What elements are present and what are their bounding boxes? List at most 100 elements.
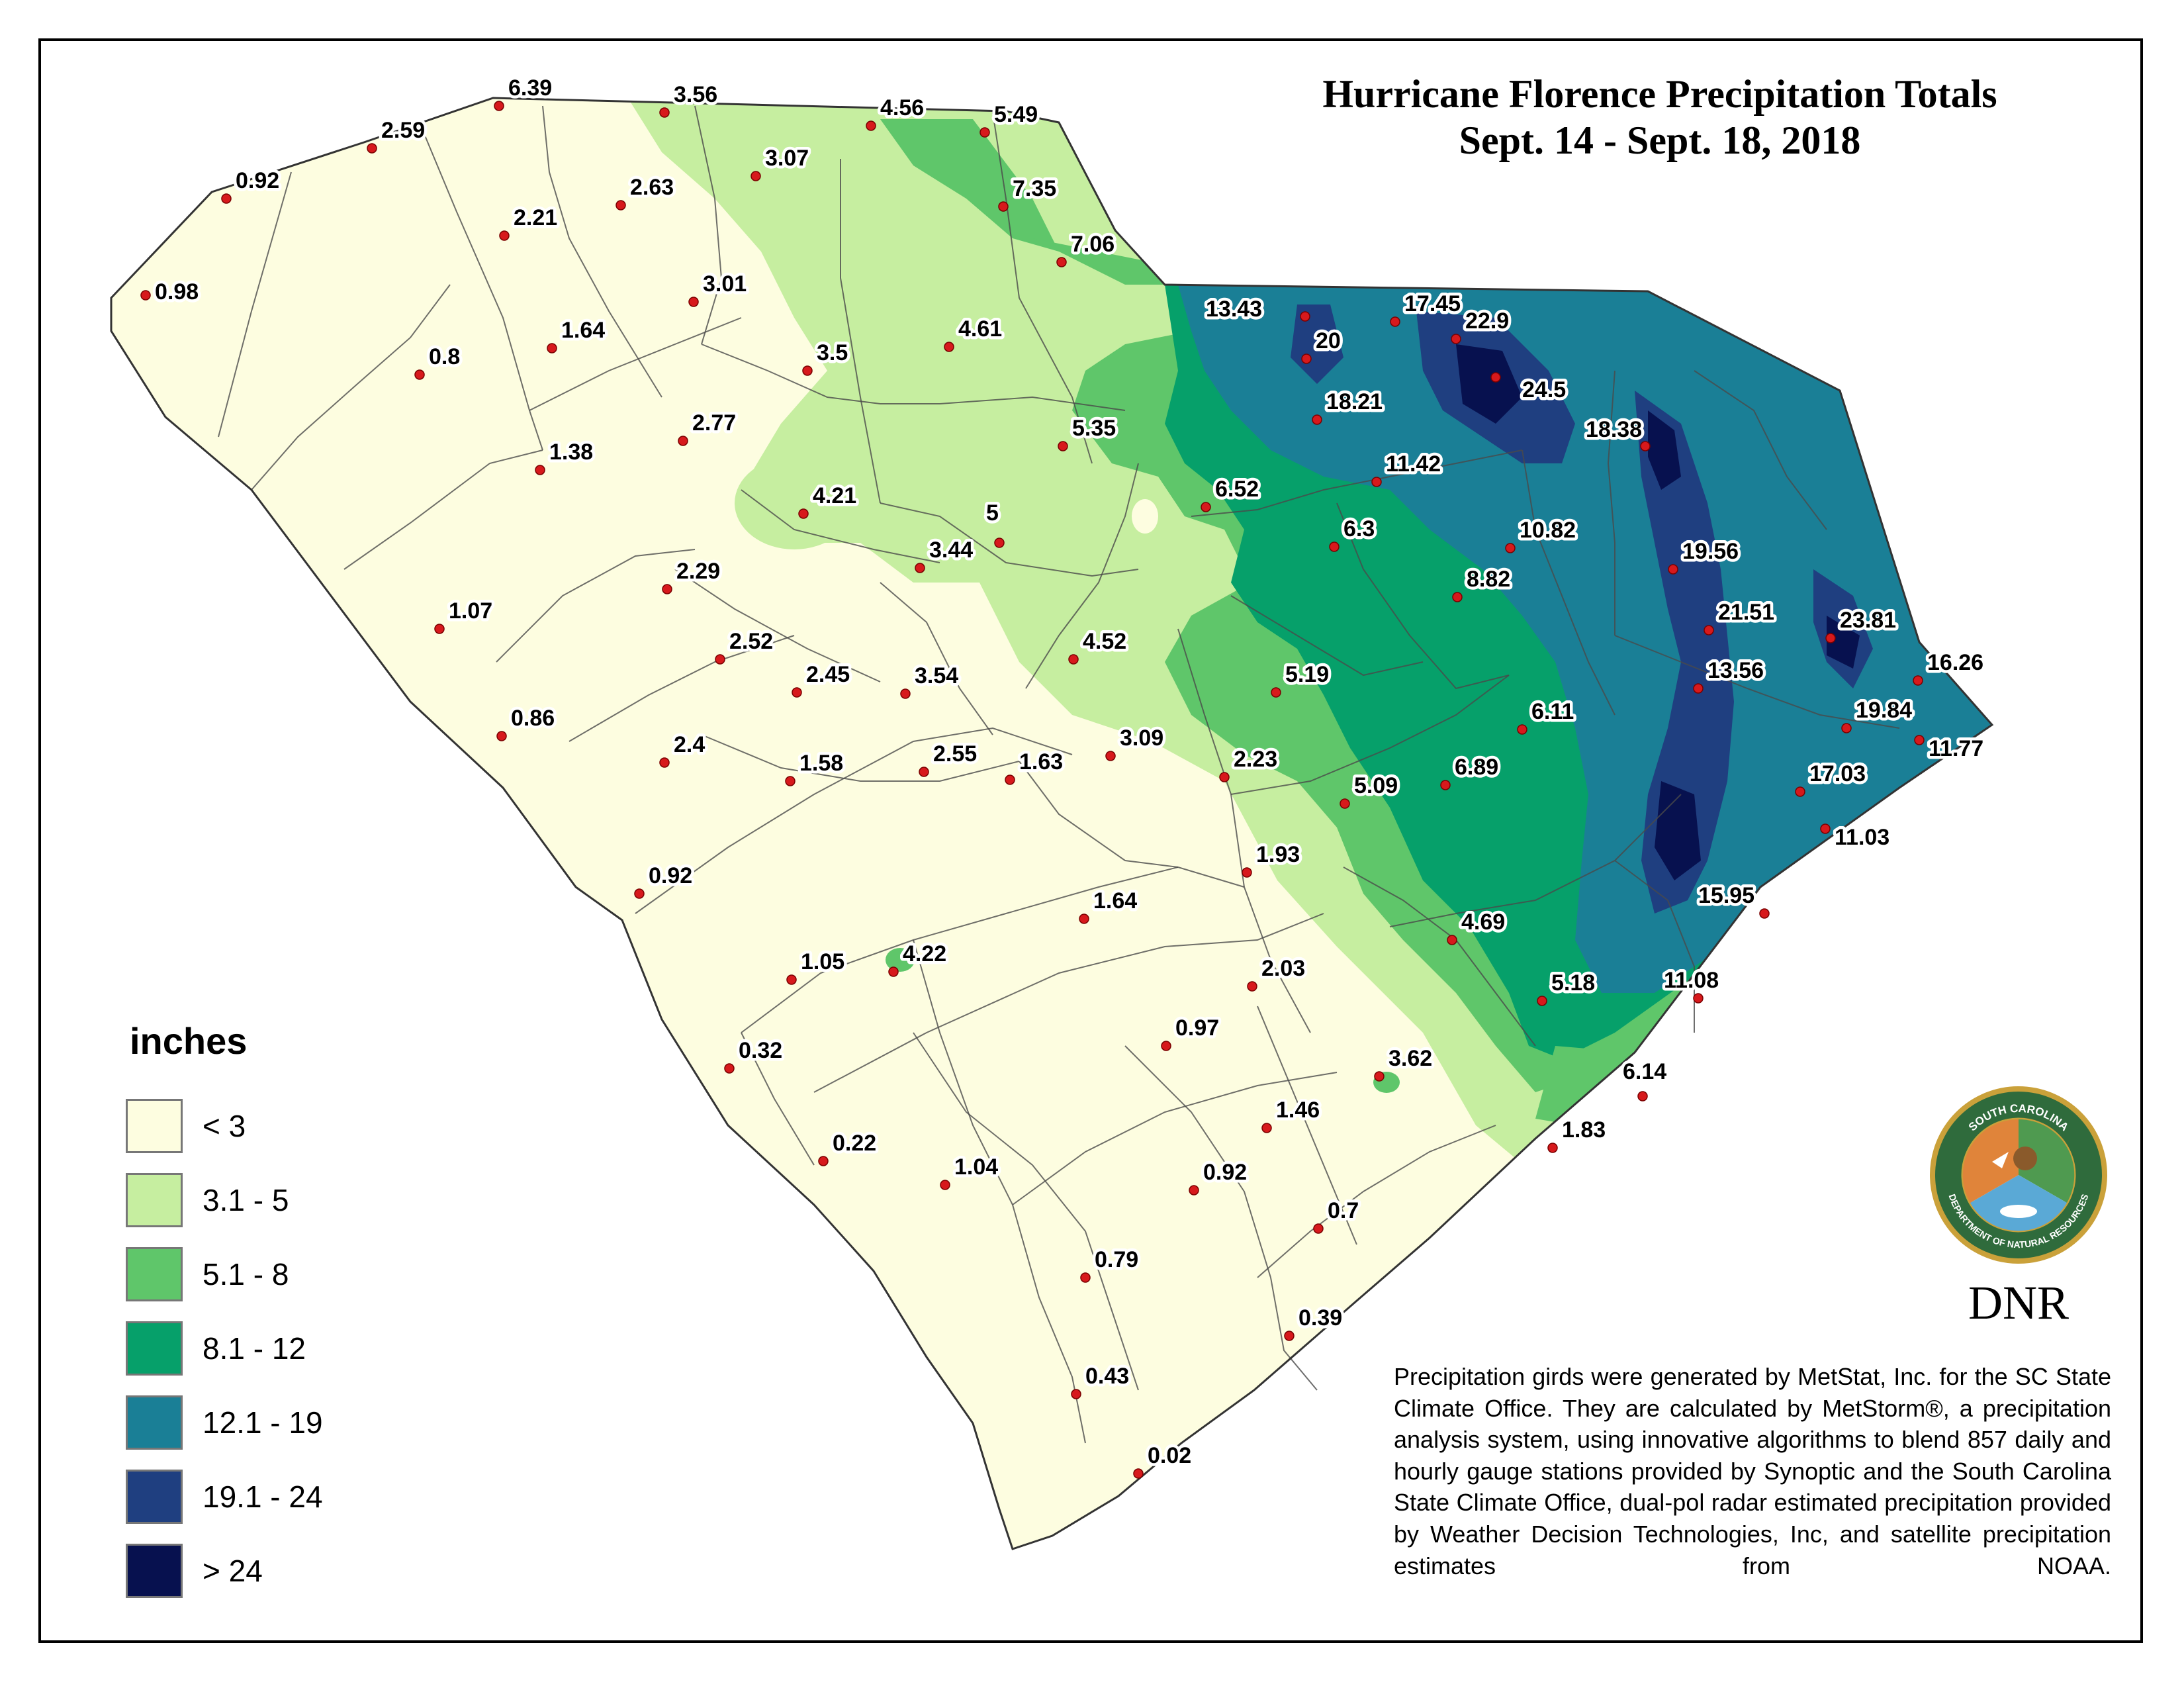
station-value-label: 3.62	[1388, 1046, 1432, 1071]
station-dot	[496, 731, 507, 741]
station-dot	[979, 127, 990, 138]
station-marker: 1.64	[1079, 886, 1140, 924]
station-marker: 0.7	[1313, 1196, 1362, 1234]
station-value-label: 0.22	[833, 1131, 876, 1156]
station-dot	[1820, 823, 1831, 834]
station-marker: 0.79	[1080, 1244, 1142, 1283]
legend-swatch	[126, 1173, 183, 1227]
station-value-label: 5	[986, 500, 999, 526]
station-value-label: 6.89	[1455, 755, 1498, 780]
station-dot	[434, 624, 445, 634]
station-marker: 16.26	[1913, 647, 1987, 686]
station-dot	[1795, 786, 1805, 797]
station-marker: 0.98	[140, 277, 202, 308]
station-value-label: 7.06	[1071, 232, 1115, 257]
station-marker: 24.5	[1490, 372, 1569, 406]
station-value-label: 4.21	[813, 483, 856, 508]
station-dot	[414, 369, 425, 380]
station-dot	[1005, 774, 1015, 785]
station-marker: 0.8	[414, 342, 463, 380]
station-value-label: 3.44	[929, 538, 973, 563]
station-dot	[1161, 1041, 1171, 1051]
station-dot	[1105, 751, 1116, 761]
station-dot	[1079, 914, 1089, 924]
zone-gt24-c	[1827, 616, 1860, 669]
station-value-label: 21.51	[1718, 600, 1774, 625]
station-value-label: 11.42	[1386, 451, 1441, 477]
station-marker: 2.55	[919, 739, 980, 777]
station-marker: 2.4	[659, 729, 708, 768]
station-value-label: 6.52	[1215, 477, 1259, 502]
station-value-label: 0.32	[739, 1038, 782, 1063]
station-marker: 18.38	[1583, 414, 1651, 451]
station-marker: 1.58	[785, 748, 846, 786]
station-dot	[1271, 687, 1281, 698]
station-value-label: 6.14	[1623, 1059, 1666, 1084]
zone-lt3-pocket	[1132, 499, 1158, 534]
station-value-label: 23.81	[1840, 608, 1896, 633]
station-dot	[915, 563, 925, 573]
station-dot	[1374, 1071, 1385, 1082]
station-marker: 17.45	[1390, 289, 1464, 327]
station-marker: 15.95	[1696, 880, 1770, 919]
station-value-label: 4.61	[958, 316, 1002, 342]
zone-5-8-lower-coast	[1535, 1046, 1668, 1125]
station-marker: 2.23	[1219, 744, 1281, 782]
station-value-label: 1.83	[1562, 1117, 1606, 1143]
station-dot	[1312, 414, 1322, 425]
station-value-label: 2.23	[1234, 747, 1277, 772]
station-dot	[1537, 996, 1547, 1006]
station-value-label: 0.86	[511, 706, 555, 731]
zone-19-24-north	[1291, 305, 1343, 384]
station-marker: 1.07	[434, 596, 496, 634]
legend-row: 5.1 - 8	[126, 1237, 323, 1311]
legend-swatch	[126, 1544, 183, 1598]
station-dot	[1371, 477, 1382, 487]
station-value-label: 2.21	[514, 205, 557, 230]
zone-5-8-pocket-north	[880, 119, 1059, 252]
station-dot	[798, 508, 809, 519]
station-dot	[1505, 543, 1516, 553]
station-dot	[1284, 1331, 1295, 1341]
station-value-label: 6.3	[1343, 516, 1375, 541]
station-marker: 2.63	[615, 172, 677, 211]
station-dot	[1080, 1272, 1091, 1283]
station-dot	[998, 201, 1009, 212]
state-outline	[110, 97, 1994, 1550]
station-marker: 18.21	[1312, 387, 1386, 425]
station-value-label: 17.45	[1404, 291, 1461, 316]
station-dot	[944, 342, 954, 352]
map-subtitle: Sept. 14 - Sept. 18, 2018	[1459, 118, 1861, 162]
station-value-label: 0.92	[649, 863, 692, 888]
legend-swatch	[126, 1099, 183, 1153]
station-value-label: 2.59	[381, 118, 425, 143]
station-dot	[1914, 735, 1925, 745]
station-marker: 3.01	[688, 269, 750, 307]
station-dot	[367, 143, 377, 154]
zone-12-19	[1178, 285, 1992, 993]
station-value-label: 3.56	[674, 82, 717, 107]
station-marker: 7.06	[1056, 229, 1118, 267]
station-dot	[494, 101, 504, 111]
station-value-label: 1.64	[561, 318, 605, 343]
station-dot	[1825, 633, 1836, 643]
station-marker: 21.51	[1704, 597, 1778, 635]
legend-row: > 24	[126, 1534, 323, 1608]
station-value-label: 22.9	[1465, 308, 1509, 334]
station-marker: 0.02	[1133, 1440, 1195, 1479]
station-marker: 11.08	[1661, 965, 1722, 1004]
station-marker: 4.21	[798, 481, 860, 519]
station-dot	[940, 1180, 950, 1190]
station-value-label: 16.26	[1927, 650, 1983, 675]
station-dot	[1841, 723, 1852, 733]
station-marker: 0.92	[221, 165, 283, 204]
station-value-label: 1.04	[954, 1154, 998, 1180]
legend-label: 19.1 - 24	[203, 1479, 323, 1514]
station-value-label: 1.05	[801, 949, 844, 974]
station-value-label: 3.5	[817, 340, 848, 365]
station-value-label: 3.09	[1120, 726, 1163, 751]
station-dot	[1133, 1468, 1144, 1479]
legend-label: > 24	[203, 1554, 263, 1588]
station-value-label: 0.92	[236, 168, 279, 193]
station-dot	[785, 776, 796, 786]
